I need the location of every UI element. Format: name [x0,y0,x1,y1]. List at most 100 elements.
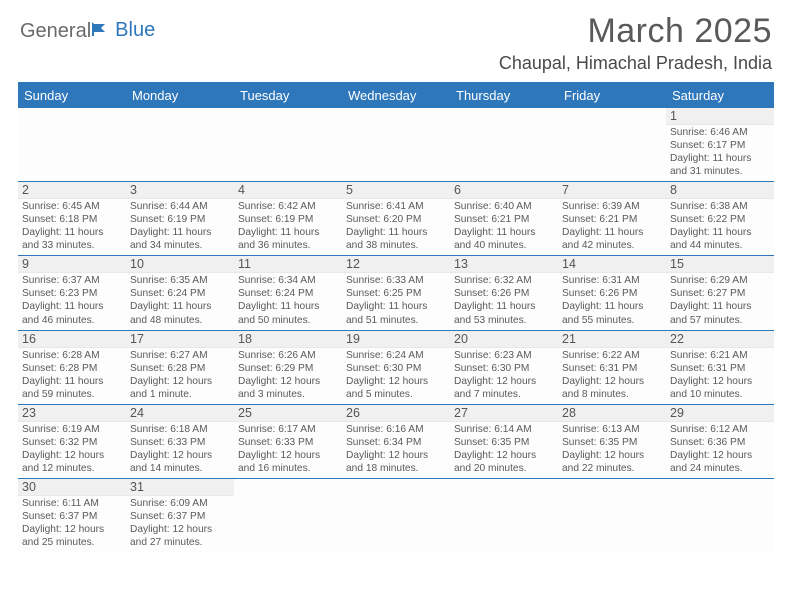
day-cell: 22Sunrise: 6:21 AMSunset: 6:31 PMDayligh… [666,331,774,404]
day-cell: 13Sunrise: 6:32 AMSunset: 6:26 PMDayligh… [450,256,558,329]
sunset-line: Sunset: 6:20 PM [346,213,446,226]
day-info: Sunrise: 6:17 AMSunset: 6:33 PMDaylight:… [238,423,338,475]
day-number: 22 [666,331,774,348]
daylight-line: Daylight: 11 hours and 33 minutes. [22,226,122,252]
sunset-line: Sunset: 6:35 PM [454,436,554,449]
sunset-line: Sunset: 6:22 PM [670,213,770,226]
day-number: 8 [666,182,774,199]
day-info: Sunrise: 6:29 AMSunset: 6:27 PMDaylight:… [670,274,770,326]
sunrise-line: Sunrise: 6:34 AM [238,274,338,287]
sunset-line: Sunset: 6:33 PM [130,436,230,449]
sunrise-line: Sunrise: 6:33 AM [346,274,446,287]
day-number: 24 [126,405,234,422]
day-cell: 20Sunrise: 6:23 AMSunset: 6:30 PMDayligh… [450,331,558,404]
day-info: Sunrise: 6:28 AMSunset: 6:28 PMDaylight:… [22,349,122,401]
day-info: Sunrise: 6:39 AMSunset: 6:21 PMDaylight:… [562,200,662,252]
sunrise-line: Sunrise: 6:27 AM [130,349,230,362]
day-number: 14 [558,256,666,273]
day-number: 12 [342,256,450,273]
daylight-line: Daylight: 11 hours and 55 minutes. [562,300,662,326]
day-cell: 14Sunrise: 6:31 AMSunset: 6:26 PMDayligh… [558,256,666,329]
day-info: Sunrise: 6:44 AMSunset: 6:19 PMDaylight:… [130,200,230,252]
sunrise-line: Sunrise: 6:28 AM [22,349,122,362]
day-number: 10 [126,256,234,273]
daylight-line: Daylight: 11 hours and 44 minutes. [670,226,770,252]
day-info: Sunrise: 6:38 AMSunset: 6:22 PMDaylight:… [670,200,770,252]
sunrise-line: Sunrise: 6:32 AM [454,274,554,287]
sunrise-line: Sunrise: 6:31 AM [562,274,662,287]
day-info: Sunrise: 6:19 AMSunset: 6:32 PMDaylight:… [22,423,122,475]
sunset-line: Sunset: 6:32 PM [22,436,122,449]
dow-sat: Saturday [666,83,774,108]
day-info: Sunrise: 6:45 AMSunset: 6:18 PMDaylight:… [22,200,122,252]
empty-cell [18,108,126,181]
sunset-line: Sunset: 6:21 PM [454,213,554,226]
day-cell: 31Sunrise: 6:09 AMSunset: 6:37 PMDayligh… [126,479,234,552]
sunrise-line: Sunrise: 6:41 AM [346,200,446,213]
month-title: March 2025 [499,12,772,51]
sunrise-line: Sunrise: 6:14 AM [454,423,554,436]
daylight-line: Daylight: 12 hours and 7 minutes. [454,375,554,401]
daylight-line: Daylight: 11 hours and 48 minutes. [130,300,230,326]
day-number: 9 [18,256,126,273]
daylight-line: Daylight: 12 hours and 16 minutes. [238,449,338,475]
sunset-line: Sunset: 6:25 PM [346,287,446,300]
page-header: General Blue March 2025 Chaupal, Himacha… [0,0,792,74]
day-number: 4 [234,182,342,199]
dow-mon: Monday [126,83,234,108]
day-cell: 10Sunrise: 6:35 AMSunset: 6:24 PMDayligh… [126,256,234,329]
day-cell: 27Sunrise: 6:14 AMSunset: 6:35 PMDayligh… [450,405,558,478]
day-number: 5 [342,182,450,199]
daylight-line: Daylight: 11 hours and 46 minutes. [22,300,122,326]
sunrise-line: Sunrise: 6:17 AM [238,423,338,436]
day-info: Sunrise: 6:18 AMSunset: 6:33 PMDaylight:… [130,423,230,475]
day-info: Sunrise: 6:33 AMSunset: 6:25 PMDaylight:… [346,274,446,326]
sunset-line: Sunset: 6:29 PM [238,362,338,375]
brand-general: General [20,20,91,43]
daylight-line: Daylight: 12 hours and 22 minutes. [562,449,662,475]
day-cell: 16Sunrise: 6:28 AMSunset: 6:28 PMDayligh… [18,331,126,404]
sunrise-line: Sunrise: 6:24 AM [346,349,446,362]
day-cell: 24Sunrise: 6:18 AMSunset: 6:33 PMDayligh… [126,405,234,478]
sunrise-line: Sunrise: 6:26 AM [238,349,338,362]
title-block: March 2025 Chaupal, Himachal Pradesh, In… [499,12,772,74]
sunset-line: Sunset: 6:17 PM [670,139,770,152]
brand-logo: General Blue [20,12,155,43]
day-number: 30 [18,479,126,496]
daylight-line: Daylight: 12 hours and 27 minutes. [130,523,230,549]
day-number: 3 [126,182,234,199]
day-cell: 19Sunrise: 6:24 AMSunset: 6:30 PMDayligh… [342,331,450,404]
day-cell: 11Sunrise: 6:34 AMSunset: 6:24 PMDayligh… [234,256,342,329]
dow-wed: Wednesday [342,83,450,108]
week-row: 30Sunrise: 6:11 AMSunset: 6:37 PMDayligh… [18,479,774,552]
sunset-line: Sunset: 6:36 PM [670,436,770,449]
empty-cell [450,479,558,552]
day-info: Sunrise: 6:31 AMSunset: 6:26 PMDaylight:… [562,274,662,326]
day-info: Sunrise: 6:13 AMSunset: 6:35 PMDaylight:… [562,423,662,475]
day-number: 26 [342,405,450,422]
daylight-line: Daylight: 12 hours and 25 minutes. [22,523,122,549]
day-info: Sunrise: 6:14 AMSunset: 6:35 PMDaylight:… [454,423,554,475]
daylight-line: Daylight: 11 hours and 51 minutes. [346,300,446,326]
sunrise-line: Sunrise: 6:21 AM [670,349,770,362]
sunset-line: Sunset: 6:28 PM [22,362,122,375]
day-cell: 1Sunrise: 6:46 AMSunset: 6:17 PMDaylight… [666,108,774,181]
empty-cell [234,108,342,181]
day-number: 21 [558,331,666,348]
day-cell: 2Sunrise: 6:45 AMSunset: 6:18 PMDaylight… [18,182,126,255]
daylight-line: Daylight: 12 hours and 24 minutes. [670,449,770,475]
week-row: 16Sunrise: 6:28 AMSunset: 6:28 PMDayligh… [18,331,774,405]
day-info: Sunrise: 6:27 AMSunset: 6:28 PMDaylight:… [130,349,230,401]
day-info: Sunrise: 6:23 AMSunset: 6:30 PMDaylight:… [454,349,554,401]
dow-row: Sunday Monday Tuesday Wednesday Thursday… [18,83,774,108]
sunset-line: Sunset: 6:31 PM [562,362,662,375]
sunset-line: Sunset: 6:30 PM [454,362,554,375]
sunset-line: Sunset: 6:26 PM [454,287,554,300]
daylight-line: Daylight: 11 hours and 57 minutes. [670,300,770,326]
day-cell: 26Sunrise: 6:16 AMSunset: 6:34 PMDayligh… [342,405,450,478]
day-cell: 29Sunrise: 6:12 AMSunset: 6:36 PMDayligh… [666,405,774,478]
daylight-line: Daylight: 11 hours and 40 minutes. [454,226,554,252]
dow-fri: Friday [558,83,666,108]
daylight-line: Daylight: 12 hours and 5 minutes. [346,375,446,401]
day-info: Sunrise: 6:42 AMSunset: 6:19 PMDaylight:… [238,200,338,252]
